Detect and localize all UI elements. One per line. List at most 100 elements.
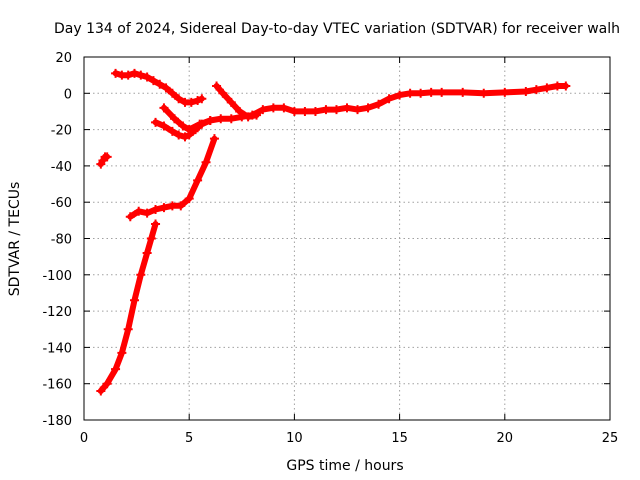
data-point-marker bbox=[268, 103, 278, 113]
x-tick-label: 15 bbox=[391, 431, 408, 446]
data-point-marker bbox=[552, 81, 562, 91]
data-point-marker bbox=[321, 105, 331, 115]
data-point-marker bbox=[212, 81, 222, 91]
data-point-marker bbox=[458, 87, 468, 97]
data-point-marker bbox=[353, 105, 363, 115]
y-tick-label: -140 bbox=[42, 341, 72, 356]
data-point-marker bbox=[437, 87, 447, 97]
y-tick-label: 20 bbox=[55, 51, 72, 66]
data-point-marker bbox=[258, 105, 268, 115]
data-point-marker bbox=[209, 134, 219, 144]
data-point-marker bbox=[479, 88, 489, 98]
data-point-marker bbox=[136, 70, 146, 80]
y-tick-label: -100 bbox=[42, 269, 72, 284]
data-point-marker bbox=[363, 103, 373, 113]
data-point-marker bbox=[289, 106, 299, 116]
y-tick-label: -180 bbox=[42, 414, 72, 429]
data-point-marker bbox=[96, 386, 106, 396]
y-tick-label: -80 bbox=[51, 233, 72, 248]
y-tick-label: -60 bbox=[51, 196, 72, 211]
data-point-marker bbox=[201, 157, 211, 167]
data-point-marker bbox=[184, 194, 194, 204]
data-point-marker bbox=[134, 206, 144, 216]
x-axis-label: GPS time / hours bbox=[286, 458, 403, 474]
data-point-marker bbox=[521, 86, 531, 96]
data-point-marker bbox=[279, 103, 289, 113]
x-tick-label: 0 bbox=[80, 431, 88, 446]
data-point-marker bbox=[111, 68, 121, 78]
data-point-marker bbox=[310, 106, 320, 116]
data-point-marker bbox=[193, 96, 203, 106]
data-point-marker bbox=[184, 125, 194, 135]
x-tick-label: 5 bbox=[185, 431, 193, 446]
data-point-marker bbox=[159, 203, 169, 213]
data-point-marker bbox=[151, 204, 161, 214]
data-point-marker bbox=[384, 94, 394, 104]
data-point-marker bbox=[129, 295, 139, 305]
data-point-marker bbox=[197, 94, 207, 104]
y-tick-label: -120 bbox=[42, 305, 72, 320]
x-tick-label: 20 bbox=[497, 431, 514, 446]
data-point-marker bbox=[161, 83, 171, 93]
data-series bbox=[96, 68, 571, 396]
axis-ticks: 0 5 10 15 20 25 20 0 -20 -40 -60 -80 -100 -120 -140 -16… bbox=[42, 51, 618, 446]
data-point-marker bbox=[205, 116, 215, 126]
data-point-marker bbox=[167, 126, 177, 136]
data-point-marker bbox=[180, 132, 190, 142]
data-point-marker bbox=[142, 208, 152, 218]
data-point-marker bbox=[405, 88, 415, 98]
data-point-marker bbox=[159, 103, 169, 113]
y-axis-label: SDTVAR / TECUs bbox=[7, 182, 23, 297]
data-point-marker bbox=[178, 121, 188, 131]
y-tick-label: -160 bbox=[42, 378, 72, 393]
data-point-marker bbox=[176, 201, 186, 211]
data-point-marker bbox=[193, 175, 203, 185]
data-point-marker bbox=[167, 88, 177, 98]
data-point-marker bbox=[416, 88, 426, 98]
data-point-marker bbox=[426, 87, 436, 97]
data-point-marker bbox=[531, 85, 541, 95]
series-main-arc bbox=[186, 83, 569, 133]
data-point-marker bbox=[243, 112, 253, 122]
data-point-marker bbox=[102, 152, 112, 162]
data-point-marker bbox=[395, 90, 405, 100]
data-point-marker bbox=[252, 110, 262, 120]
data-point-marker bbox=[218, 88, 228, 98]
data-point-marker bbox=[300, 106, 310, 116]
data-point-marker bbox=[136, 270, 146, 280]
data-point-marker bbox=[151, 219, 161, 229]
data-point-marker bbox=[561, 81, 571, 91]
x-tick-label: 25 bbox=[602, 431, 619, 446]
data-point-marker bbox=[146, 234, 156, 243]
data-point-marker bbox=[193, 123, 203, 133]
data-point-marker bbox=[125, 212, 135, 222]
data-point-marker bbox=[123, 70, 133, 80]
data-point-marker bbox=[542, 83, 552, 93]
data-point-marker bbox=[142, 72, 152, 82]
x-tick-label: 10 bbox=[286, 431, 303, 446]
series-arc-steep bbox=[97, 221, 159, 394]
data-point-marker bbox=[148, 76, 158, 86]
data-point-marker bbox=[159, 121, 169, 131]
y-tick-label: 0 bbox=[64, 87, 72, 102]
y-tick-label: -40 bbox=[51, 160, 72, 175]
data-point-marker bbox=[374, 99, 384, 109]
data-point-marker bbox=[123, 324, 133, 334]
data-point-marker bbox=[331, 105, 341, 115]
data-point-marker bbox=[186, 97, 196, 107]
data-point-marker bbox=[167, 201, 177, 211]
data-point-marker bbox=[342, 103, 352, 113]
data-point-marker bbox=[155, 79, 165, 89]
data-point-marker bbox=[174, 130, 184, 140]
y-tick-label: -20 bbox=[51, 124, 72, 139]
data-point-marker bbox=[151, 117, 161, 127]
data-point-marker bbox=[102, 379, 112, 389]
data-point-marker bbox=[235, 106, 245, 116]
data-point-marker bbox=[174, 94, 184, 104]
grid bbox=[84, 57, 610, 420]
data-point-marker bbox=[142, 248, 152, 258]
data-point-marker bbox=[226, 97, 236, 107]
data-point-marker bbox=[500, 87, 510, 97]
data-point-marker bbox=[129, 68, 139, 78]
